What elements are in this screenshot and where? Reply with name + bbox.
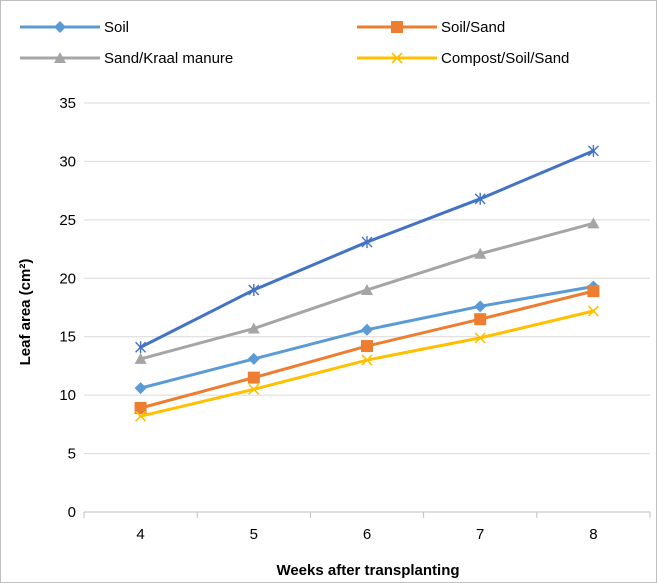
- data-point: [361, 354, 373, 366]
- x-tick-label: 5: [250, 526, 258, 543]
- data-point: [587, 305, 599, 317]
- data-point: [134, 382, 147, 395]
- data-point: [248, 283, 260, 296]
- data-point: [247, 371, 260, 384]
- legend-label: Compost/Soil/Sand: [441, 50, 569, 67]
- y-tick-label: 5: [68, 446, 76, 463]
- data-point: [474, 247, 487, 259]
- x-tick-label: 6: [363, 526, 371, 543]
- legend-label: Sand/Kraal manure: [104, 50, 233, 67]
- data-point: [587, 217, 600, 229]
- axes: 0 5 10 15 20 25 30 35 4 5 6 7 8: [59, 95, 651, 543]
- y-tick-label: 20: [59, 270, 76, 287]
- gridlines: [84, 102, 650, 455]
- y-tick-label: 15: [59, 329, 76, 346]
- legend-marker: [391, 21, 403, 33]
- x-axis-title: Weeks after transplanting: [276, 562, 459, 579]
- x-tick-label: 4: [136, 526, 144, 543]
- legend-entry: Sand/Kraal manure: [20, 50, 233, 67]
- legend-marker: [54, 21, 66, 33]
- series-5: [135, 144, 599, 354]
- legend-marker: [391, 52, 403, 64]
- data-point: [247, 322, 260, 334]
- data-point: [361, 236, 373, 249]
- data-point: [474, 300, 487, 313]
- data-point: [135, 341, 147, 354]
- legend: Soil Soil/Sand Sand/Kraal manure Compost/So…: [20, 19, 569, 67]
- legend-marker: [54, 52, 66, 63]
- y-tick-label: 35: [59, 95, 76, 112]
- y-tick-label: 30: [59, 153, 76, 170]
- y-axis-title: Leaf area (cm²): [17, 259, 34, 366]
- legend-label: Soil: [104, 19, 129, 36]
- series-3: [134, 217, 600, 364]
- data-point: [361, 323, 373, 336]
- y-tick-label: 10: [59, 387, 76, 404]
- data-point: [474, 332, 486, 344]
- legend-label: Soil/Sand: [441, 19, 505, 36]
- y-tick-label: 0: [68, 504, 76, 521]
- x-tick-label: 8: [589, 526, 597, 543]
- data-point: [135, 410, 147, 422]
- data-point: [474, 313, 487, 326]
- series-layer: [134, 144, 600, 422]
- series-line: [139, 149, 595, 349]
- data-point: [248, 383, 260, 395]
- data-point: [134, 352, 147, 364]
- legend-entry: Soil: [20, 19, 129, 36]
- legend-entry: Compost/Soil/Sand: [357, 50, 569, 67]
- data-point: [361, 340, 373, 353]
- series-1: [134, 280, 600, 395]
- data-point: [247, 352, 260, 365]
- data-point: [587, 144, 599, 157]
- x-tick-label: 7: [476, 526, 484, 543]
- series-2: [134, 285, 600, 414]
- series-line: [139, 284, 595, 390]
- data-point: [134, 401, 147, 414]
- series-4: [135, 305, 599, 422]
- data-point: [474, 192, 486, 205]
- data-point: [361, 283, 373, 295]
- y-tick-label: 25: [59, 212, 76, 229]
- legend-entry: Soil/Sand: [357, 19, 505, 36]
- data-point: [587, 285, 600, 298]
